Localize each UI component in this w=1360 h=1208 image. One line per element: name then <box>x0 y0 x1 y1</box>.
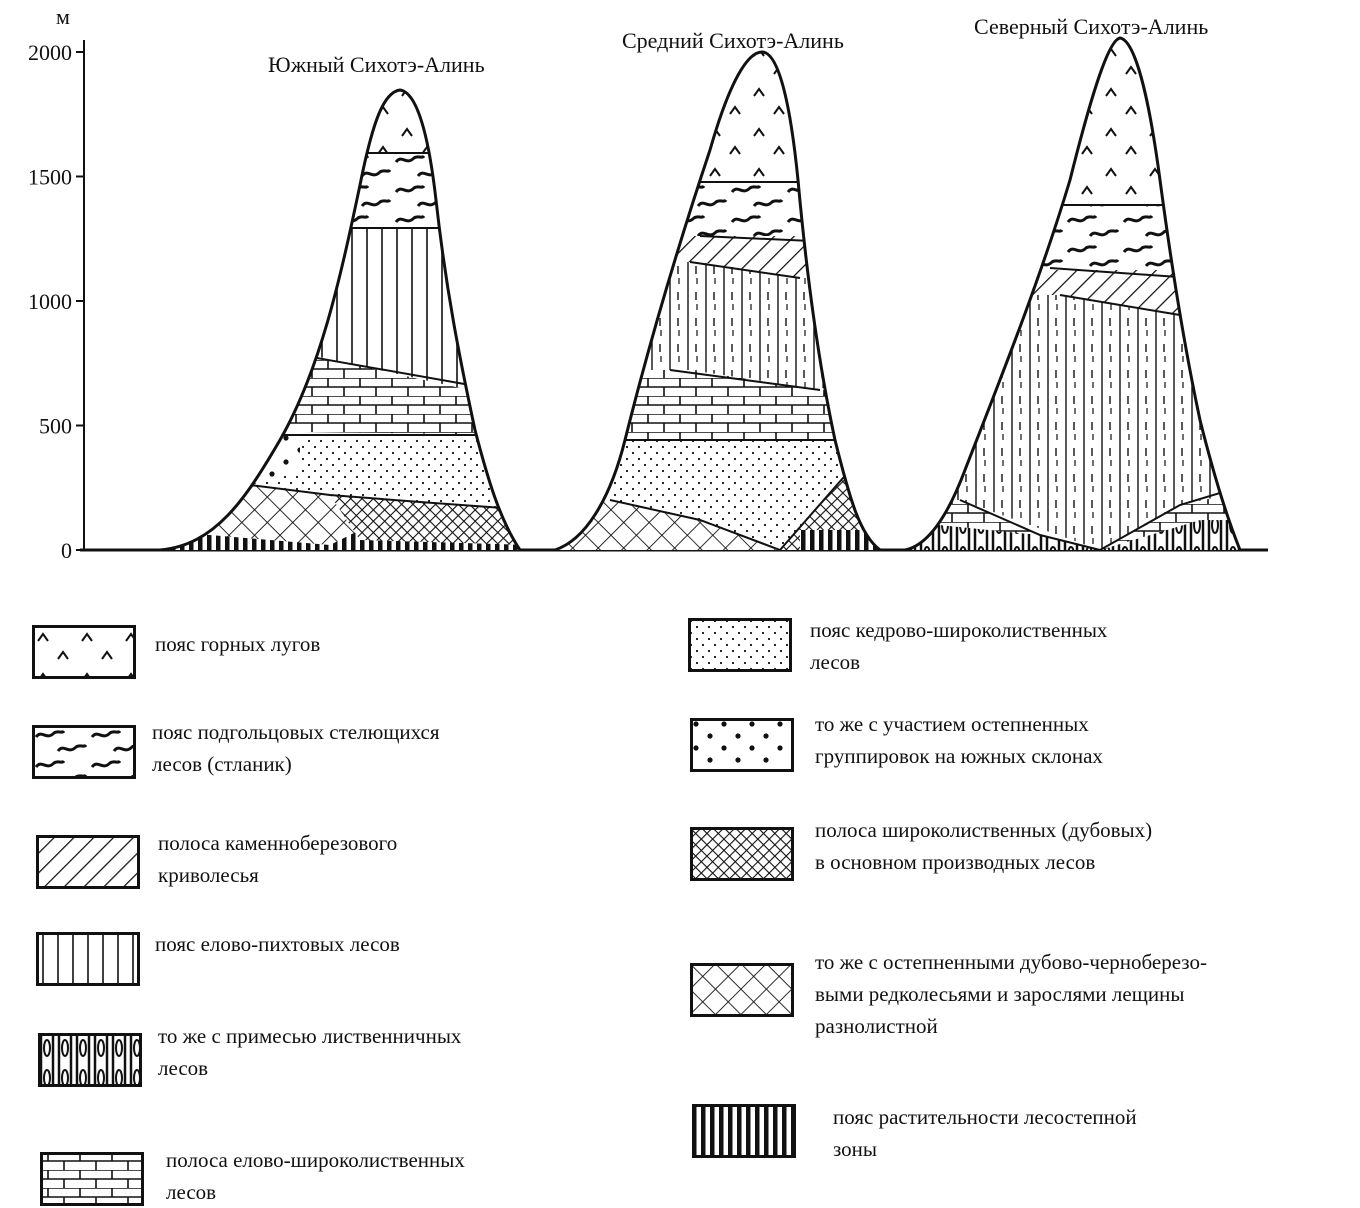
y-tick-label: 2000 <box>28 40 72 65</box>
legend-swatch-crossdense <box>690 827 794 881</box>
legend-label-bars: пояс растительности лесостепной зоны <box>833 1101 1137 1165</box>
legend-label-line: группировок на южных склонах <box>815 744 1103 768</box>
legend-swatch-larch <box>38 1033 142 1087</box>
peak-title-middle: Средний Сихотэ-Алинь <box>622 28 844 53</box>
legend-label-crossopen: то же с остепненными дубово-черноберезо-… <box>815 946 1207 1042</box>
y-tick-label: 0 <box>61 538 72 563</box>
y-tick-label: 1000 <box>28 289 72 314</box>
legend-label-line: пояс елово-пихтовых лесов <box>155 932 400 956</box>
legend-label-line: пояс растительности лесостепной <box>833 1105 1137 1129</box>
middle-belt-brick <box>555 370 880 440</box>
north-belt-larch-left <box>905 520 1100 550</box>
north-belt-larch-right <box>1100 520 1240 550</box>
legend-label-line: зоны <box>833 1137 878 1161</box>
legend-label-brick: полоса елово-широколиственных лесов <box>166 1144 465 1208</box>
legend-label-line: выми редколесьями и зарослями лещины <box>815 982 1185 1006</box>
peak-south: Южный Сихотэ-Алинь <box>159 52 522 552</box>
legend-swatch-dotsbig <box>690 718 794 772</box>
legend-label-meadow: пояс горных лугов <box>155 628 320 660</box>
legend-label-line: то же с участием остепненных <box>815 712 1089 736</box>
legend-label-larch: то же с примесью лиственничных лесов <box>158 1020 461 1084</box>
middle-belt-stlanik <box>555 182 880 236</box>
middle-belt-vdash <box>555 262 880 390</box>
legend-label-line: лесов <box>810 650 861 674</box>
south-belt-stlanik <box>160 153 520 228</box>
north-belt-stlanik <box>905 205 1240 270</box>
south-belt-dotsfine <box>250 435 520 510</box>
legend-label-line: пояс горных лугов <box>155 632 321 656</box>
legend-label-dotsbig: то же с участием остепненных группировок … <box>815 708 1103 772</box>
legend-label-line: лесов <box>166 1180 217 1204</box>
legend-swatch-stlanik <box>32 725 136 779</box>
legend-swatch-dotsfine <box>688 618 792 672</box>
middle-belt-bars <box>800 530 880 550</box>
middle-belt-dotsfine <box>555 440 880 550</box>
peak-north: Северный Сихотэ-Алинь <box>904 14 1242 552</box>
vegetation-profile-diagram: м 2000 1500 1000 500 0 Южный Сихотэ-Алинь <box>28 4 1268 563</box>
peak-title-south: Южный Сихотэ-Алинь <box>268 52 485 77</box>
legend-label-line: полоса широколиственных (дубовых) <box>815 818 1153 842</box>
middle-belt-meadow <box>555 52 880 182</box>
legend-label-vlines: пояс елово-пихтовых лесов <box>155 928 400 960</box>
legend-swatch-crossopen <box>690 963 794 1017</box>
legend-label-line: полоса елово-широколиственных <box>166 1148 465 1172</box>
peak-title-north: Северный Сихотэ-Алинь <box>974 14 1208 39</box>
legend-label-diag: полоса каменноберезового криволесья <box>158 827 397 891</box>
legend-label-line: криволесья <box>158 863 259 887</box>
legend-swatch-bars <box>692 1104 796 1158</box>
legend-label-line: лесов <box>158 1056 209 1080</box>
legend-label-line: разнолистной <box>815 1014 938 1038</box>
peak-middle: Средний Сихотэ-Алинь <box>554 28 881 552</box>
legend-swatch-diag <box>36 835 140 889</box>
y-axis-unit: м <box>56 4 70 29</box>
south-belt-crossdense <box>330 495 520 545</box>
legend-label-crossdense: полоса широколиственных (дубовых) в основ… <box>815 814 1152 878</box>
legend-label-stlanik: пояс подгольцовых стелющихся лесов (стлан… <box>152 716 440 780</box>
legend-label-line: то же с остепненными дубово-черноберезо- <box>815 950 1207 974</box>
legend-label-dotsfine: пояс кедрово-широколиственных лесов <box>810 614 1107 678</box>
legend-swatch-vlines <box>36 932 140 986</box>
legend-label-line: полоса каменноберезового <box>158 831 398 855</box>
legend-label-line: пояс подгольцовых стелющихся <box>152 720 440 744</box>
legend-label-line: в основном производных лесов <box>815 850 1096 874</box>
y-tick-label: 500 <box>39 414 72 439</box>
y-tick-label: 1500 <box>28 165 72 190</box>
legend-label-line: пояс кедрово-широколиственных <box>810 618 1108 642</box>
legend-swatch-brick <box>40 1152 144 1206</box>
north-belt-brick-right <box>1100 490 1240 550</box>
legend-label-line: то же с примесью лиственничных <box>158 1024 462 1048</box>
legend-swatch-meadow <box>32 625 136 679</box>
legend-label-line: лесов (стланик) <box>152 752 292 776</box>
